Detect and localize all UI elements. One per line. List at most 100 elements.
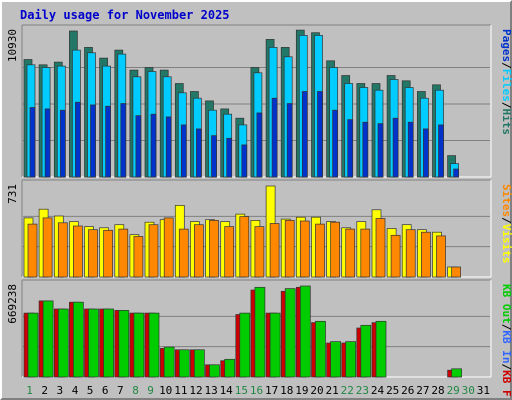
bar-kb-out (284, 288, 296, 378)
bar-kb-out (451, 368, 462, 378)
bar-pages (241, 144, 248, 178)
bar-pages (165, 116, 172, 178)
chart-title: Daily usage for November 2025 (20, 8, 230, 22)
bar-pages (438, 124, 444, 178)
bar-kb-out (178, 349, 190, 378)
bar-sites (390, 234, 401, 278)
bar-sites (88, 229, 98, 278)
bar-kb-out (330, 341, 341, 378)
bar-sites (57, 222, 68, 278)
bar-pages (286, 103, 293, 178)
day-tick-label: 12 (189, 384, 202, 397)
bar-kb-out (269, 312, 281, 378)
day-tick-label: 18 (280, 384, 293, 397)
bar-sites (27, 223, 38, 278)
day-tick-label: 10 (159, 384, 172, 397)
max-value-label: 731 (6, 184, 19, 204)
bar-pages (75, 101, 81, 178)
bar-pages (59, 109, 66, 178)
bar-kb-out (42, 300, 54, 378)
max-value-label: 669238 (6, 284, 19, 324)
bar-pages (150, 113, 157, 178)
day-tick-label: 5 (87, 384, 94, 397)
day-tick-label: 24 (371, 384, 385, 397)
bar-kb-out (57, 308, 69, 378)
bar-pages (135, 115, 142, 178)
bar-pages (317, 91, 323, 178)
bar-pages (120, 103, 127, 178)
bar-pages (347, 119, 354, 178)
day-tick-label: 6 (102, 384, 109, 397)
legend-item: Sites (500, 184, 512, 217)
day-tick-label: 4 (72, 384, 79, 397)
bar-sites (42, 217, 53, 278)
day-tick-label: 21 (325, 384, 338, 397)
bar-kb-out (88, 308, 99, 378)
bar-pages (211, 135, 217, 178)
bar-sites (330, 221, 340, 278)
bar-sites (178, 228, 189, 278)
bar-sites (360, 228, 371, 278)
bar-sites (436, 235, 446, 278)
day-tick-label: 22 (341, 384, 354, 397)
legend-item: KB In (500, 330, 512, 363)
day-tick-label: 16 (250, 384, 263, 397)
bar-pages (392, 117, 399, 178)
bar-pages (226, 137, 233, 178)
bar-sites (73, 225, 83, 278)
bar-pages (180, 124, 187, 178)
legend-item: / (500, 102, 512, 109)
day-tick-label: 27 (416, 384, 429, 397)
bar-sites (133, 236, 144, 278)
bar-sites (269, 223, 280, 278)
day-tick-label: 23 (356, 384, 369, 397)
bar-kb-out (148, 312, 160, 378)
bar-kb-out (209, 364, 220, 378)
bar-pages (362, 121, 369, 178)
bar-sites (421, 231, 431, 278)
bar-pages (256, 112, 263, 178)
bar-kb-out (118, 310, 130, 378)
bar-kb-out (239, 312, 251, 378)
day-tick-label: 13 (204, 384, 217, 397)
bar-kb-out (299, 285, 311, 378)
day-tick-label: 8 (132, 384, 139, 397)
legend-1: Pages/Files/Hits (500, 29, 512, 135)
bar-kb-out (194, 349, 205, 378)
legend-item: Pages (500, 29, 512, 62)
legend-item: / (500, 62, 512, 69)
bar-sites (118, 228, 129, 278)
bar-sites (254, 226, 265, 278)
legend-item: Files (500, 69, 512, 102)
bar-pages (423, 128, 429, 178)
legend-3: KB Out/KB In/KB F (500, 284, 512, 397)
bar-kb-out (163, 346, 175, 378)
bar-sites (103, 229, 113, 278)
legend-item: KB Out (500, 284, 512, 324)
bar-pages (332, 109, 338, 178)
bar-sites (163, 217, 174, 278)
day-tick-label: 25 (386, 384, 399, 397)
day-tick-label: 2 (41, 384, 48, 397)
bar-sites (375, 218, 386, 278)
bar-sites (224, 226, 235, 278)
day-tick-label: 17 (265, 384, 278, 397)
day-tick-label: 26 (401, 384, 414, 397)
day-tick-label: 29 (447, 384, 460, 397)
bar-kb-out (103, 308, 114, 378)
bar-pages (105, 105, 111, 178)
day-tick-label: 30 (462, 384, 475, 397)
bar-pages (377, 123, 384, 178)
bar-sites (315, 223, 325, 278)
day-tick-label: 28 (431, 384, 444, 397)
day-tick-label: 7 (117, 384, 124, 397)
day-tick-label: 14 (220, 384, 234, 397)
bar-kb-out (27, 312, 39, 378)
max-value-label: 10930 (6, 29, 19, 62)
day-tick-label: 15 (235, 384, 248, 397)
bar-pages (453, 168, 459, 178)
bar-pages (196, 128, 202, 178)
bar-sites (209, 220, 219, 278)
bar-kb-out (133, 312, 145, 378)
